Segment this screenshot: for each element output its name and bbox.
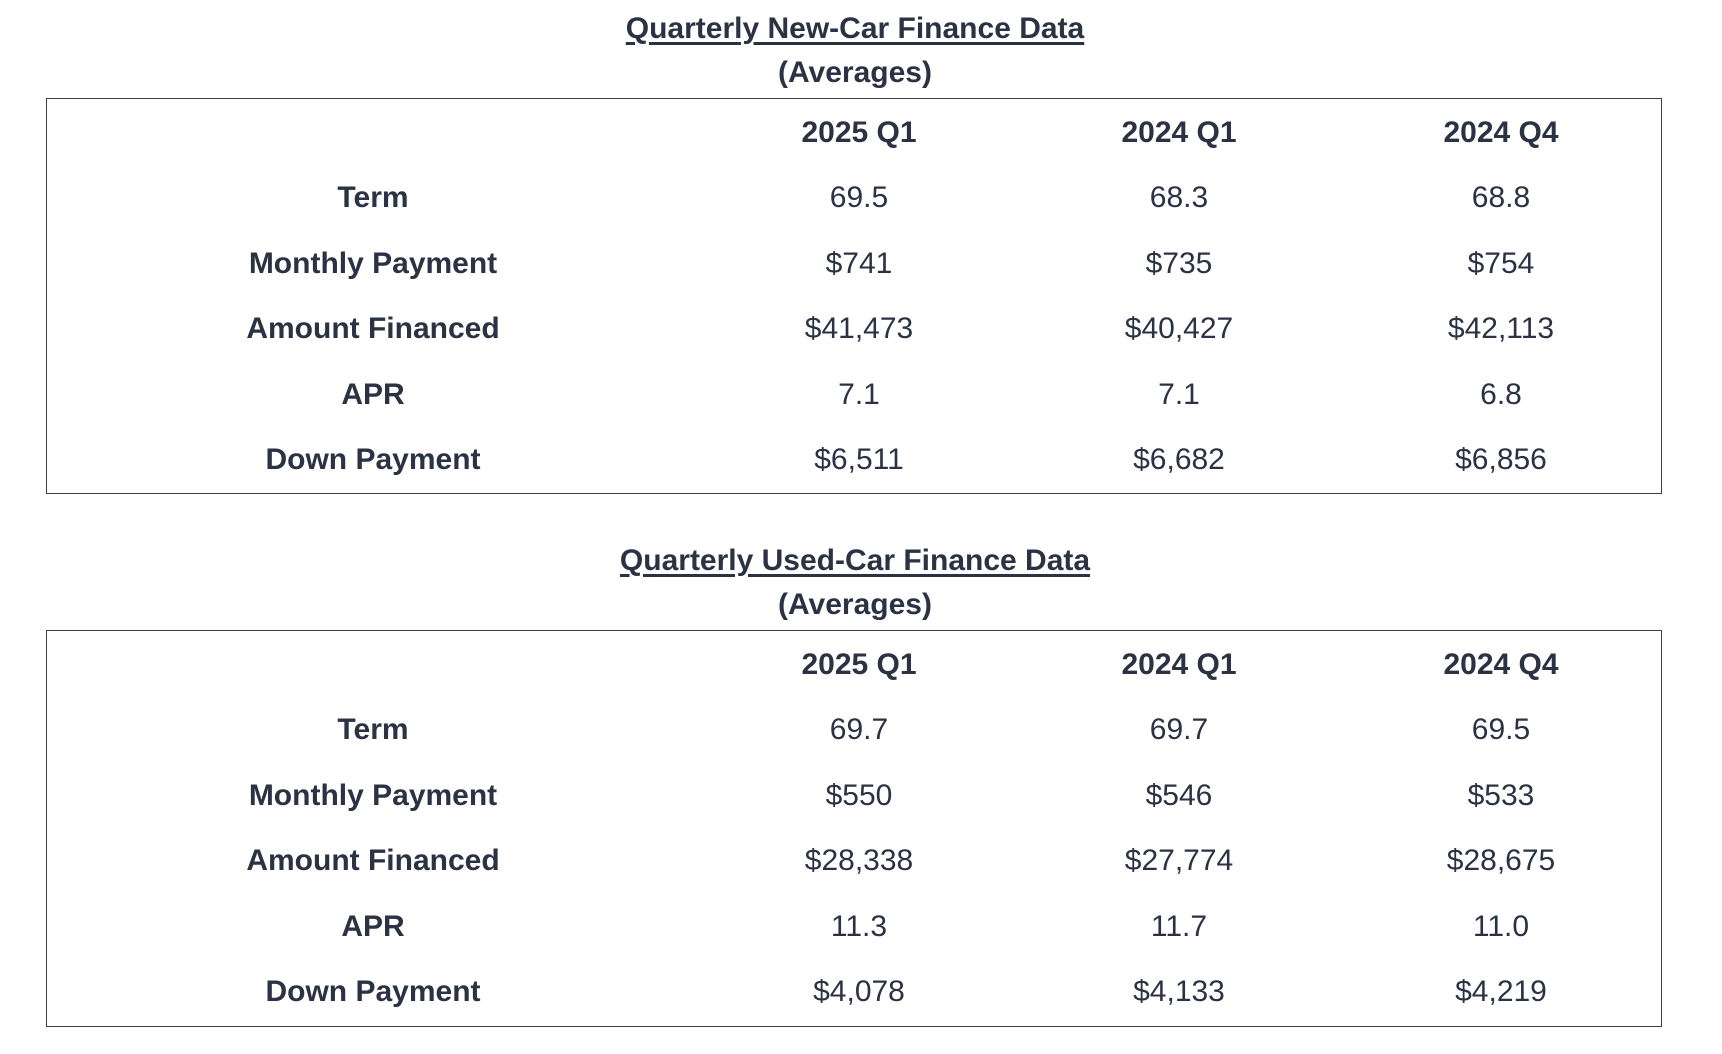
header-row: 2025 Q1 2024 Q1 2024 Q4 — [47, 645, 1661, 685]
table-row: Monthly Payment $741 $735 $754 — [47, 244, 1661, 284]
table-cell: $27,774 — [1124, 844, 1234, 877]
table-cell: 11.0 — [1472, 909, 1530, 943]
column-header: 2024 Q1 — [1121, 648, 1237, 681]
finance-table: 2025 Q1 2024 Q1 2024 Q4 Term 69.7 69.7 69.5 M… — [46, 630, 1662, 1027]
table-row: Amount Financed $41,473 $40,427 $42,113 — [47, 309, 1661, 349]
table-row: Monthly Payment $550 $546 $533 — [47, 776, 1661, 816]
table-cell: $4,219 — [1455, 975, 1547, 1008]
row-label: APR — [341, 377, 405, 411]
table-cell: $28,675 — [1446, 844, 1556, 877]
table-cell: $41,473 — [804, 312, 914, 345]
row-label: Monthly Payment — [248, 778, 498, 812]
table-cell: $4,133 — [1133, 975, 1225, 1008]
table-cell: 11.3 — [830, 909, 888, 943]
table-cell: 68.8 — [1471, 181, 1531, 214]
table-subtitle: (Averages) — [778, 56, 932, 89]
table-row: Down Payment $4,078 $4,133 $4,219 — [47, 972, 1661, 1012]
row-label: Term — [337, 713, 409, 746]
column-header: 2025 Q1 — [801, 648, 917, 681]
row-label: APR — [341, 909, 405, 943]
row-label: Down Payment — [265, 443, 481, 476]
table-row: Term 69.7 69.7 69.5 — [47, 710, 1661, 750]
table-row: Amount Financed $28,338 $27,774 $28,675 — [47, 841, 1661, 881]
table-cell: 69.5 — [829, 181, 889, 214]
table-cell: $28,338 — [804, 844, 914, 877]
column-header: 2024 Q1 — [1121, 116, 1237, 149]
table-row: APR 7.1 7.1 6.8 — [47, 375, 1661, 415]
table-cell: 7.1 — [838, 377, 880, 411]
column-header: 2024 Q4 — [1443, 648, 1559, 681]
table-cell: 69.5 — [1471, 713, 1531, 746]
table-cell: $42,113 — [1447, 312, 1555, 345]
table-cell: 6.8 — [1480, 377, 1522, 411]
column-header: 2024 Q4 — [1443, 116, 1559, 149]
table-cell: 69.7 — [1149, 713, 1209, 746]
table-cell: $40,427 — [1124, 312, 1234, 345]
table-row: Down Payment $6,511 $6,682 $6,856 — [47, 440, 1661, 480]
table-cell: $741 — [825, 246, 893, 280]
table-cell: $533 — [1467, 778, 1535, 812]
header-row: 2025 Q1 2024 Q1 2024 Q4 — [47, 113, 1661, 153]
row-label: Amount Financed — [246, 844, 500, 877]
table-cell: $550 — [825, 778, 893, 812]
table-cell: 7.1 — [1158, 377, 1200, 411]
table-subtitle: (Averages) — [778, 588, 932, 621]
table-title: Quarterly New-Car Finance Data — [625, 12, 1085, 45]
table-cell: $6,682 — [1133, 443, 1225, 476]
table-row: Term 69.5 68.3 68.8 — [47, 178, 1661, 218]
row-label: Monthly Payment — [248, 246, 498, 280]
table-row: APR 11.3 11.7 11.0 — [47, 907, 1661, 947]
row-label: Amount Financed — [246, 312, 500, 345]
table-cell: 11.7 — [1150, 909, 1208, 943]
table-title: Quarterly Used-Car Finance Data — [619, 544, 1091, 577]
finance-table: 2025 Q1 2024 Q1 2024 Q4 Term 69.5 68.3 68.8 M… — [46, 98, 1662, 494]
table-cell: $6,856 — [1455, 443, 1547, 476]
row-label: Down Payment — [265, 975, 481, 1008]
table-cell: $6,511 — [814, 443, 904, 476]
table-cell: $735 — [1145, 246, 1213, 280]
column-header: 2025 Q1 — [801, 116, 917, 149]
table-cell: $4,078 — [813, 975, 905, 1008]
table-cell: 68.3 — [1149, 181, 1209, 214]
table-cell: 69.7 — [829, 713, 889, 746]
table-cell: $546 — [1145, 778, 1213, 812]
table-cell: $754 — [1467, 246, 1535, 280]
row-label: Term — [337, 181, 409, 214]
